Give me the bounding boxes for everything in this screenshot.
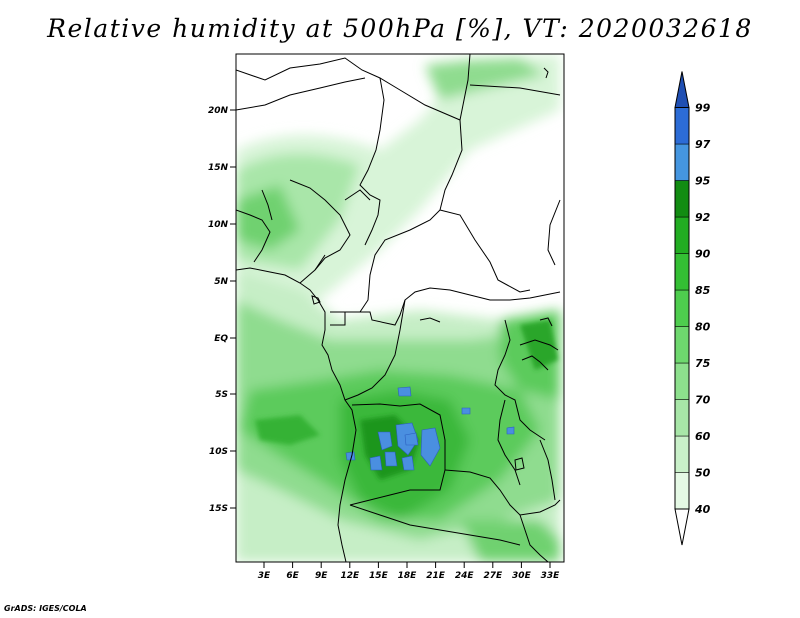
lon-label: 6E xyxy=(286,571,299,581)
colorbar-swatch xyxy=(674,216,690,254)
colorbar-swatch xyxy=(674,435,690,473)
lat-label: 5S xyxy=(215,390,228,400)
colorbar: 40 50 60 70 75 80 85 90 92 95 97 99 xyxy=(674,71,711,546)
colorbar-label: 97 xyxy=(695,138,711,151)
colorbar-label: 75 xyxy=(695,357,711,370)
colorbar-swatch xyxy=(674,253,690,291)
lat-label: 15S xyxy=(209,504,228,514)
colorbar-swatch xyxy=(674,472,690,510)
lon-label: 27E xyxy=(483,571,503,581)
lon-label: 9E xyxy=(315,571,328,581)
colorbar-label: 95 xyxy=(695,175,711,188)
colorbar-swatch xyxy=(674,326,690,364)
lon-label: 33E xyxy=(541,571,561,581)
colorbar-min-arrow xyxy=(674,508,690,546)
lat-label: 10S xyxy=(209,447,228,457)
lon-label: 21E xyxy=(426,571,446,581)
grads-credit: GrADS: IGES/COLA xyxy=(4,604,87,613)
colorbar-label: 80 xyxy=(695,321,711,334)
lon-label: 3E xyxy=(258,571,271,581)
colorbar-label: 60 xyxy=(695,430,711,443)
lon-label: 12E xyxy=(340,571,360,581)
colorbar-label: 50 xyxy=(695,467,711,480)
colorbar-label: 70 xyxy=(695,394,711,407)
colorbar-label: 40 xyxy=(694,503,711,516)
lat-label: EQ xyxy=(214,334,228,344)
latitude-axis: 20N 15N 10N 5N EQ 5S 10S 15S xyxy=(208,106,236,514)
lon-label: 30E xyxy=(512,571,532,581)
colorbar-label: 92 xyxy=(695,211,711,224)
colorbar-swatch xyxy=(674,180,690,218)
lat-label: 20N xyxy=(208,106,229,116)
colorbar-label: 99 xyxy=(695,102,711,115)
colorbar-frame xyxy=(674,107,690,510)
colorbar-max-arrow xyxy=(674,71,690,108)
country-borders xyxy=(236,54,561,562)
colorbar-swatch xyxy=(674,143,690,181)
colorbar-swatch xyxy=(674,399,690,437)
colorbar-swatch xyxy=(674,362,690,400)
map-frame xyxy=(235,53,565,563)
lon-label: 15E xyxy=(369,571,389,581)
lat-label: 10N xyxy=(208,220,229,230)
colorbar-swatch xyxy=(674,289,690,327)
colorbar-label: 85 xyxy=(695,284,711,297)
colorbar-swatch xyxy=(674,107,690,145)
lat-label: 15N xyxy=(208,163,229,173)
map-title: Relative humidity at 500hPa [%], VT: 202… xyxy=(47,14,753,43)
longitude-axis: 3E 6E 9E 12E 15E 18E 21E 24E 27E 30E 33E xyxy=(258,562,560,581)
humidity-field xyxy=(236,54,564,562)
lat-label: 5N xyxy=(214,277,228,287)
colorbar-label: 90 xyxy=(695,248,711,261)
lon-label: 24E xyxy=(455,571,475,581)
lon-label: 18E xyxy=(398,571,418,581)
